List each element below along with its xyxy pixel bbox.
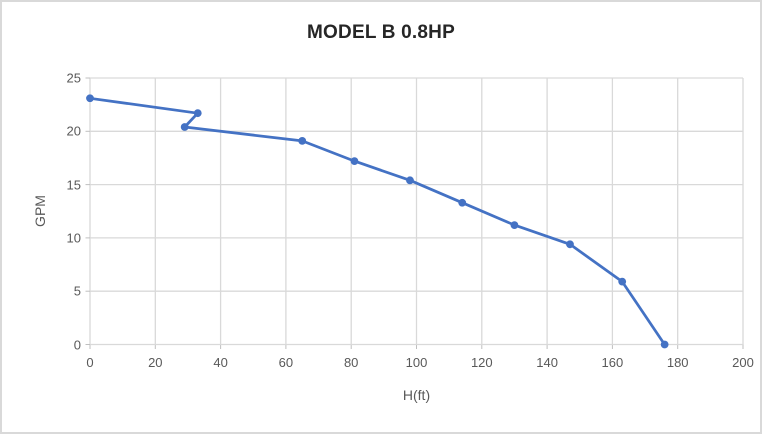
x-tick-label: 140 bbox=[536, 354, 558, 370]
y-tick-label: 5 bbox=[73, 283, 81, 299]
data-point-marker bbox=[86, 94, 94, 103]
y-tick-label: 10 bbox=[66, 230, 81, 246]
x-tick-label: 20 bbox=[148, 354, 163, 370]
x-tick-label: 40 bbox=[213, 354, 228, 370]
x-tick-label: 100 bbox=[405, 354, 428, 370]
x-tick-label: 60 bbox=[278, 354, 294, 370]
data-point-marker bbox=[566, 240, 574, 249]
data-point-marker bbox=[193, 109, 202, 118]
y-axis-title: GPM bbox=[32, 195, 48, 228]
x-tick-label: 0 bbox=[86, 354, 94, 370]
x-tick-label: 180 bbox=[666, 354, 689, 370]
x-tick-label: 160 bbox=[601, 354, 624, 370]
series-line bbox=[88, 96, 666, 346]
y-tick-label: 15 bbox=[66, 177, 81, 193]
x-tick-label: 200 bbox=[732, 354, 754, 370]
chart-title: MODEL B 0.8HP bbox=[307, 22, 455, 43]
data-point-marker bbox=[180, 123, 189, 131]
data-point-marker bbox=[660, 340, 669, 349]
data-point-marker bbox=[406, 176, 414, 185]
data-point-marker bbox=[298, 136, 307, 145]
y-tick-label: 25 bbox=[66, 70, 81, 86]
x-axis-title: H(ft) bbox=[402, 386, 431, 403]
data-point-marker bbox=[510, 221, 519, 230]
x-tick-label: 120 bbox=[470, 354, 493, 370]
y-tick-label: 20 bbox=[66, 123, 81, 139]
y-tick-label: 0 bbox=[73, 337, 81, 352]
x-tick-label: 80 bbox=[343, 354, 359, 370]
data-point-marker bbox=[350, 157, 359, 166]
data-point-marker bbox=[458, 198, 467, 207]
data-point-marker bbox=[618, 277, 627, 286]
